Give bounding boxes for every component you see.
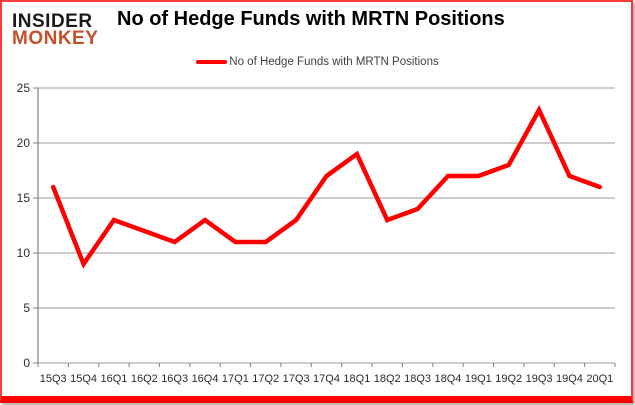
logo-insider-text: INSIDER (12, 11, 93, 32)
legend-series-label: No of Hedge Funds with MRTN Positions (229, 56, 439, 68)
x-tick-label: 17Q3 (283, 373, 310, 385)
y-tick-label: 20 (17, 136, 31, 150)
legend-line-swatch (196, 60, 228, 64)
x-tick-label: 16Q1 (100, 373, 127, 385)
x-tick-label: 19Q3 (526, 373, 553, 385)
x-tick-label: 20Q1 (586, 373, 613, 385)
x-tick-label: 16Q3 (161, 373, 188, 385)
x-tick-label: 18Q4 (435, 373, 462, 385)
x-tick-label: 18Q3 (404, 373, 431, 385)
x-tick-label: 15Q3 (40, 373, 67, 385)
chart-legend: No of Hedge Funds with MRTN Positions (0, 56, 635, 68)
y-tick-label: 5 (23, 301, 30, 315)
x-tick-label: 18Q1 (343, 373, 370, 385)
x-tick-label: 15Q4 (70, 373, 97, 385)
y-tick-label: 10 (17, 246, 31, 260)
insider-monkey-logo: INSIDER MONKEY (12, 11, 99, 50)
x-tick-label: 19Q2 (495, 373, 522, 385)
x-tick-label: 16Q4 (192, 373, 219, 385)
x-tick-label: 19Q1 (465, 373, 492, 385)
logo-monkey-text: MONKEY (12, 28, 99, 50)
x-tick-label: 19Q4 (556, 373, 583, 385)
y-tick-label: 25 (17, 81, 31, 95)
series-line (50, 105, 603, 269)
y-tick-label: 15 (17, 191, 31, 205)
x-tick-label: 16Q2 (131, 373, 158, 385)
x-tick-label: 17Q4 (313, 373, 340, 385)
y-tick-label: 0 (23, 356, 30, 370)
x-tick-label: 17Q1 (222, 373, 249, 385)
chart-title: No of Hedge Funds with MRTN Positions (117, 8, 505, 30)
x-tick-label: 18Q2 (374, 373, 401, 385)
x-tick-label: 17Q2 (252, 373, 279, 385)
